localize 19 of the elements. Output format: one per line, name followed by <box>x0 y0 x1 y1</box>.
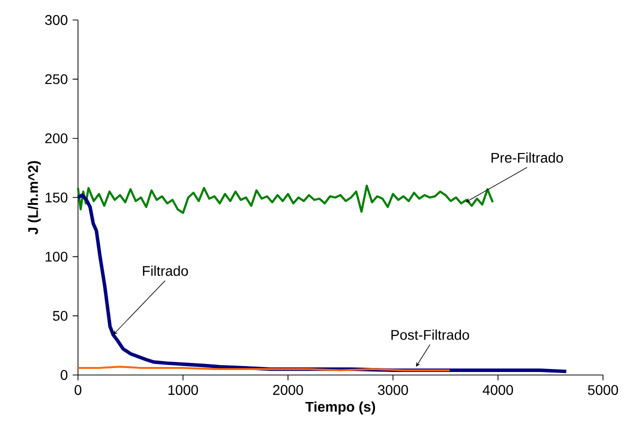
line-series <box>76 184 494 214</box>
y-tick-label: 0 <box>60 370 68 380</box>
x-tick-label: 3000 <box>378 385 408 395</box>
annotation: Filtrado <box>142 266 188 276</box>
y-axis-title: J (L/h.m^2) <box>28 161 41 234</box>
y-tick-label: 250 <box>45 74 68 84</box>
y-tick-label: 100 <box>46 252 68 262</box>
x-tick-label: 2000 <box>273 385 304 395</box>
x-axis-title: Tiempo (s) <box>305 401 376 414</box>
y-tick-label: 50 <box>52 310 68 321</box>
y-tick-label: 150 <box>46 192 68 202</box>
x-tick-label: 1000 <box>168 385 198 395</box>
x-tick-label: 0 <box>74 385 82 395</box>
x-tick-label: 4000 <box>482 385 514 395</box>
annotation: Post-Filtrado <box>391 330 470 340</box>
y-tick-label: 200 <box>45 133 68 144</box>
annotation: Pre-Filtrado <box>492 152 563 163</box>
x-tick-label: 5000 <box>588 385 618 395</box>
y-tick-label: 300 <box>45 15 68 25</box>
